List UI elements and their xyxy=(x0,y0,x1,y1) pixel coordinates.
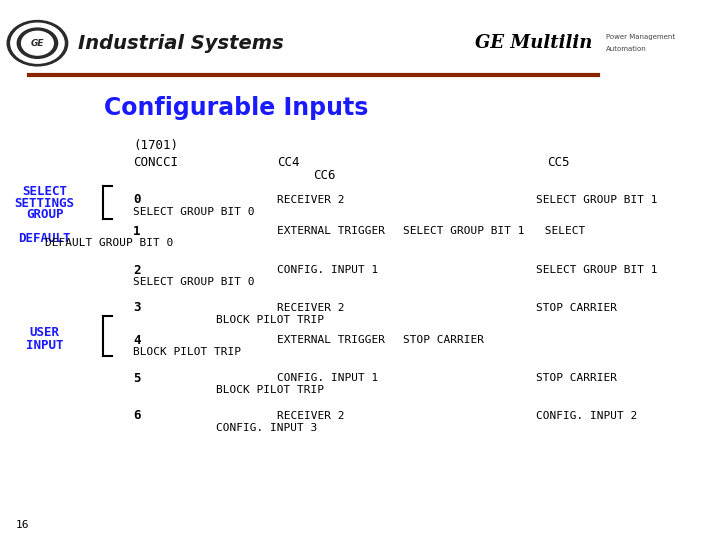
Text: CC5: CC5 xyxy=(547,156,570,168)
Circle shape xyxy=(17,28,58,58)
Text: SELECT GROUP BIT 0: SELECT GROUP BIT 0 xyxy=(133,277,255,287)
Circle shape xyxy=(11,23,64,63)
Circle shape xyxy=(22,31,53,55)
Text: STOP CARRIER: STOP CARRIER xyxy=(536,373,618,383)
Text: 16: 16 xyxy=(16,520,30,530)
Text: GE Multilin: GE Multilin xyxy=(475,34,593,52)
Text: CONFIG. INPUT 1: CONFIG. INPUT 1 xyxy=(277,373,379,383)
Text: DEFAULT GROUP BIT 0: DEFAULT GROUP BIT 0 xyxy=(45,238,173,248)
Text: GROUP: GROUP xyxy=(26,208,63,221)
Text: SELECT GROUP BIT 1: SELECT GROUP BIT 1 xyxy=(536,265,658,275)
Text: BLOCK PILOT TRIP: BLOCK PILOT TRIP xyxy=(133,347,241,357)
Circle shape xyxy=(7,21,68,66)
Text: SELECT GROUP BIT 0: SELECT GROUP BIT 0 xyxy=(133,207,255,217)
Text: INPUT: INPUT xyxy=(26,339,63,352)
Text: STOP CARRIER: STOP CARRIER xyxy=(403,335,485,345)
Text: SELECT GROUP BIT 1: SELECT GROUP BIT 1 xyxy=(536,195,658,205)
Text: STOP CARRIER: STOP CARRIER xyxy=(536,303,618,313)
Text: SETTINGS: SETTINGS xyxy=(14,197,75,210)
Text: CONFIG. INPUT 3: CONFIG. INPUT 3 xyxy=(216,423,318,433)
Text: Power Management: Power Management xyxy=(606,33,675,40)
Text: CONCCI: CONCCI xyxy=(133,156,179,168)
Text: Automation: Automation xyxy=(606,45,647,52)
Text: CONFIG. INPUT 2: CONFIG. INPUT 2 xyxy=(536,411,638,421)
Text: (1701): (1701) xyxy=(133,139,179,152)
Text: Industrial Systems: Industrial Systems xyxy=(78,33,284,53)
Text: USER: USER xyxy=(30,326,60,339)
Text: 0: 0 xyxy=(133,193,140,206)
Text: DEFAULT: DEFAULT xyxy=(19,232,71,245)
Text: BLOCK PILOT TRIP: BLOCK PILOT TRIP xyxy=(216,315,324,325)
Text: CC6: CC6 xyxy=(313,169,336,182)
Text: RECEIVER 2: RECEIVER 2 xyxy=(277,303,345,313)
Text: 6: 6 xyxy=(133,409,140,422)
Text: RECEIVER 2: RECEIVER 2 xyxy=(277,411,345,421)
Text: 1: 1 xyxy=(133,225,140,238)
Text: Configurable Inputs: Configurable Inputs xyxy=(104,96,369,120)
Text: SELECT GROUP BIT 1   SELECT: SELECT GROUP BIT 1 SELECT xyxy=(403,226,585,236)
Text: RECEIVER 2: RECEIVER 2 xyxy=(277,195,345,205)
Text: 5: 5 xyxy=(133,372,140,384)
Text: EXTERNAL TRIGGER: EXTERNAL TRIGGER xyxy=(277,226,385,236)
Text: SELECT: SELECT xyxy=(22,185,67,198)
Text: 2: 2 xyxy=(133,264,140,276)
Text: CC4: CC4 xyxy=(277,156,300,168)
Text: 3: 3 xyxy=(133,301,140,314)
Text: BLOCK PILOT TRIP: BLOCK PILOT TRIP xyxy=(216,385,324,395)
Text: 4: 4 xyxy=(133,334,140,347)
Text: CONFIG. INPUT 1: CONFIG. INPUT 1 xyxy=(277,265,379,275)
Text: EXTERNAL TRIGGER: EXTERNAL TRIGGER xyxy=(277,335,385,345)
Text: GE: GE xyxy=(31,39,44,48)
